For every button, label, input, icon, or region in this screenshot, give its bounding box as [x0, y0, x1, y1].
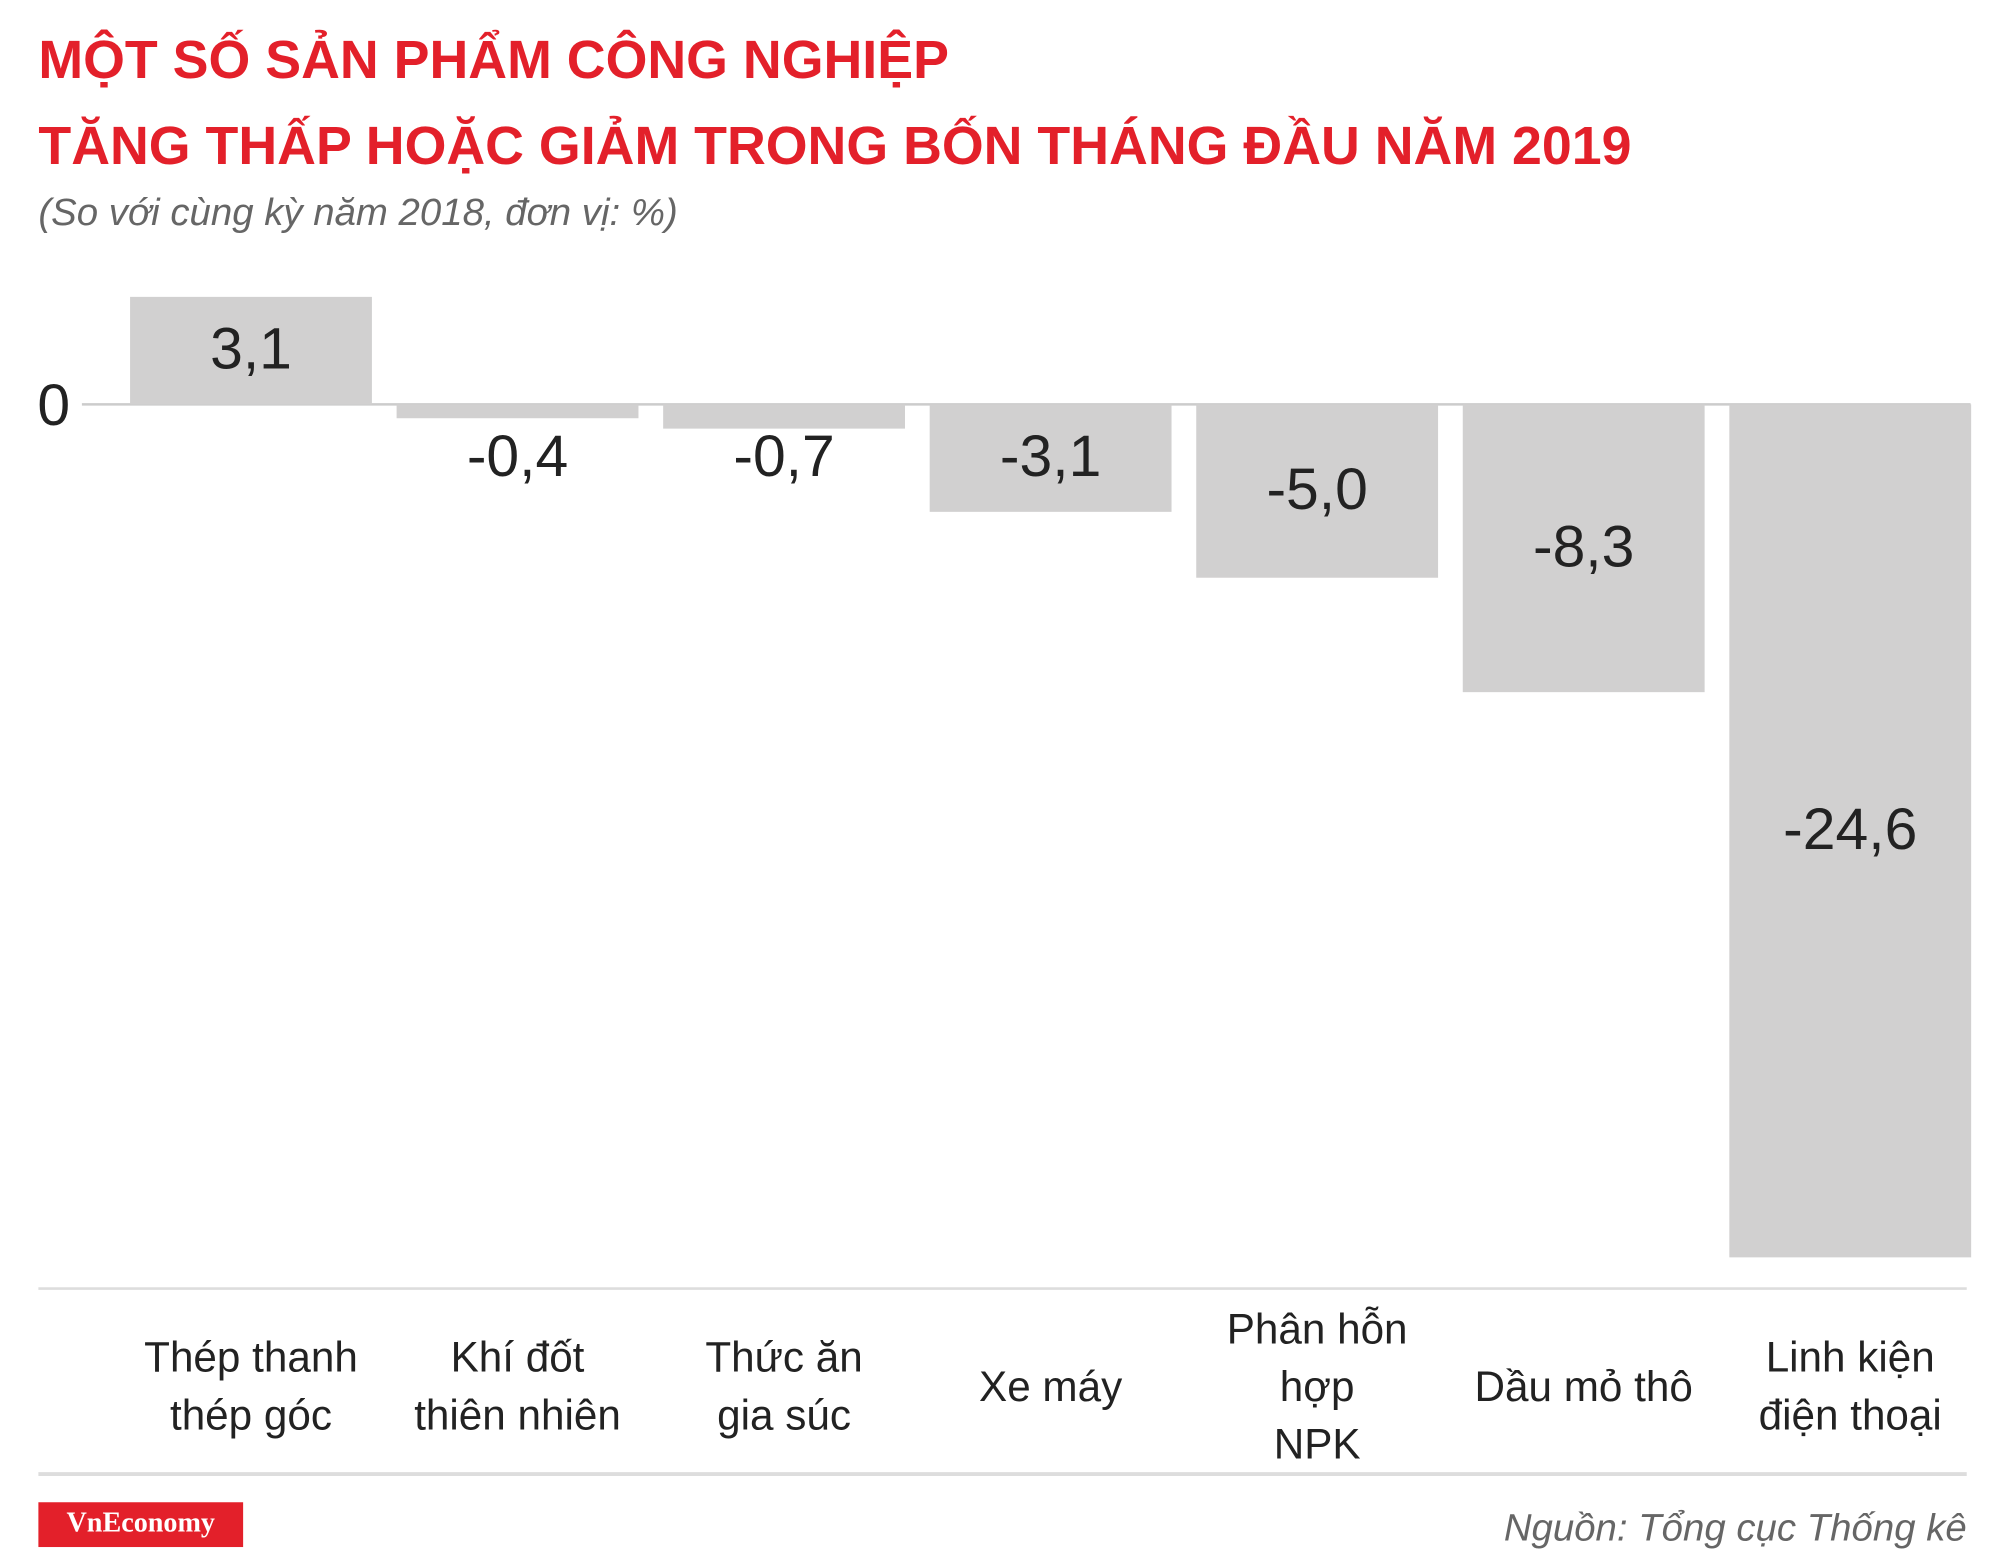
x-tick-label: Dầu mỏ thô: [1474, 1362, 1693, 1410]
x-tick-label: Phân hỗn hợp NPK: [1226, 1304, 1408, 1468]
x-tick-label: Thép thanh thép góc: [144, 1333, 358, 1439]
value-label: -0,7: [733, 424, 834, 489]
chart-subtitle: (So với cùng kỳ năm 2018, đơn vị: %): [38, 191, 677, 234]
x-tick-label: Khí đốt thiên nhiên: [414, 1333, 621, 1439]
bar: [1729, 404, 1972, 1258]
bar: [1196, 404, 1439, 578]
chart-title: TĂNG THẤP HOẶC GIẢM TRONG BỐN THÁNG ĐẦU …: [38, 116, 1631, 176]
y-tick-label: 0: [37, 373, 70, 438]
value-label: -0,4: [467, 424, 568, 489]
bar: [130, 296, 372, 405]
bar: [1462, 404, 1705, 693]
source: Nguồn: Tổng cục Thống kê: [1504, 1507, 1967, 1550]
x-tick-label: Xe máy: [979, 1362, 1123, 1410]
value-label: 3,1: [210, 317, 292, 382]
value-label: -24,6: [1783, 797, 1917, 862]
bar: [396, 404, 639, 419]
bar: [663, 404, 905, 429]
chart-title: MỘT SỐ SẢN PHẨM CÔNG NGHIỆP: [38, 29, 949, 90]
logo-box: [38, 1502, 244, 1548]
x-tick-label: Thức ăn gia súc: [705, 1333, 863, 1439]
value-label: -3,1: [1000, 424, 1101, 489]
value-label: -5,0: [1266, 457, 1367, 522]
x-tick-label: Linh kiện điện thoại: [1758, 1333, 1942, 1439]
bar: [929, 404, 1172, 512]
logo: VnEconomy: [66, 1508, 215, 1539]
value-label: -8,3: [1533, 514, 1634, 579]
